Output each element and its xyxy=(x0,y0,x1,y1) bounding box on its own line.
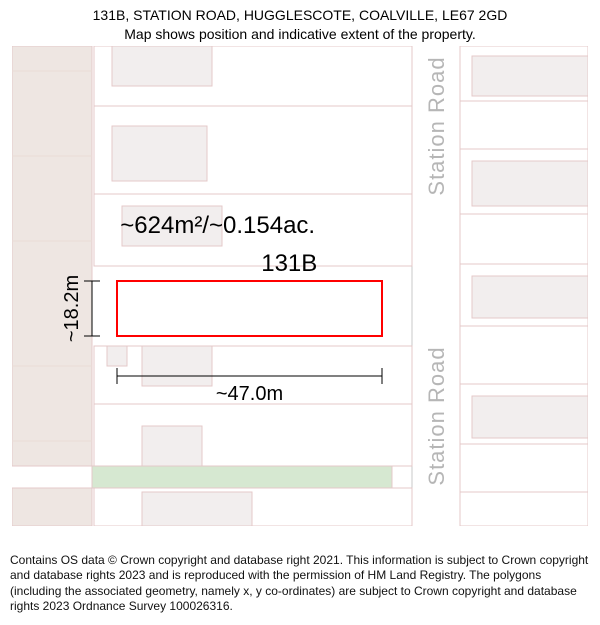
svg-text:131B: 131B xyxy=(261,250,317,277)
footer: Contains OS data © Crown copyright and d… xyxy=(0,547,600,625)
svg-text:Station Road: Station Road xyxy=(424,56,449,195)
map: Station Road Station Road 131B ~624m²/~0.15… xyxy=(12,46,588,526)
svg-text:~18.2m: ~18.2m xyxy=(61,275,83,342)
svg-text:~47.0m: ~47.0m xyxy=(216,383,283,405)
footer-text: Contains OS data © Crown copyright and d… xyxy=(10,553,588,614)
header-title: 131B, STATION ROAD, HUGGLESCOTE, COALVIL… xyxy=(0,6,600,25)
header-subtitle: Map shows position and indicative extent… xyxy=(0,25,600,44)
map-svg: Station Road Station Road 131B ~624m²/~0.15… xyxy=(12,46,588,526)
svg-text:Station Road: Station Road xyxy=(424,346,449,485)
header: 131B, STATION ROAD, HUGGLESCOTE, COALVIL… xyxy=(0,0,600,44)
svg-text:~624m²/~0.154ac.: ~624m²/~0.154ac. xyxy=(120,212,315,239)
page-root: 131B, STATION ROAD, HUGGLESCOTE, COALVIL… xyxy=(0,0,600,625)
